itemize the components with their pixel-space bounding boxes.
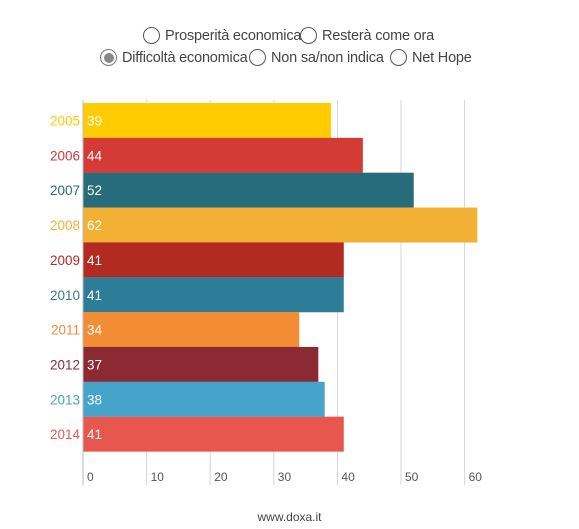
legend: Prosperità economica Resterà come ora Di… (0, 0, 579, 80)
value-label: 52 (87, 183, 102, 198)
legend-option-label: Difficoltà economica (122, 49, 248, 66)
legend-option-difficolta[interactable]: Difficoltà economica (100, 49, 248, 66)
legend-option-label: Prosperità economica (165, 27, 302, 44)
x-tick-label: 20 (214, 470, 228, 484)
value-label: 41 (87, 288, 102, 303)
legend-option-non-sa[interactable]: Non sa/non indica (249, 49, 384, 66)
value-label: 37 (87, 357, 102, 372)
source-link[interactable]: www.doxa.it (257, 510, 322, 524)
bar (83, 242, 344, 278)
bar (83, 172, 414, 208)
legend-option-prosperita[interactable]: Prosperità economica (143, 27, 301, 44)
category-label: 2005 (50, 114, 80, 129)
x-tick-label: 10 (151, 470, 165, 484)
category-label: 2013 (50, 392, 80, 407)
category-label: 2011 (51, 323, 80, 338)
value-label: 62 (87, 218, 102, 233)
x-tick-label: 50 (405, 470, 419, 484)
bar (83, 346, 319, 382)
bar (83, 416, 344, 452)
bar (83, 381, 325, 417)
value-label: 34 (87, 323, 103, 338)
category-label: 2010 (50, 288, 80, 303)
legend-option-label: Net Hope (412, 49, 472, 66)
value-label: 39 (87, 114, 102, 129)
category-label: 2008 (50, 218, 80, 233)
x-tick-label: 60 (469, 470, 483, 484)
x-tick-label: 40 (341, 470, 355, 484)
value-label: 44 (87, 148, 103, 163)
bar-chart: 0 10 20 30 40 50 60 2005 39 2006 44 2007 52 2008 62 200… (50, 100, 483, 485)
bar (83, 137, 363, 173)
x-tick-label: 0 (87, 470, 94, 484)
value-label: 41 (87, 253, 102, 268)
bar (83, 103, 332, 138)
x-tick-label: 30 (278, 470, 292, 484)
radio-icon (143, 27, 160, 44)
category-label: 2014 (50, 427, 81, 442)
category-label: 2009 (50, 253, 80, 268)
category-label: 2012 (50, 357, 80, 372)
radio-icon (390, 49, 407, 66)
bar (83, 277, 344, 313)
legend-option-label: Non sa/non indica (271, 49, 384, 66)
value-label: 38 (87, 392, 102, 407)
category-label: 2006 (50, 148, 80, 163)
legend-option-restera[interactable]: Resterà come ora (300, 27, 434, 44)
bar (83, 207, 478, 243)
category-label: 2007 (50, 183, 80, 198)
radio-icon (300, 27, 317, 44)
legend-option-net-hope[interactable]: Net Hope (390, 49, 472, 66)
value-label: 41 (87, 427, 102, 442)
bar (83, 312, 300, 348)
radio-icon (100, 49, 117, 66)
legend-option-label: Resterà come ora (322, 27, 435, 44)
radio-icon (249, 49, 266, 66)
